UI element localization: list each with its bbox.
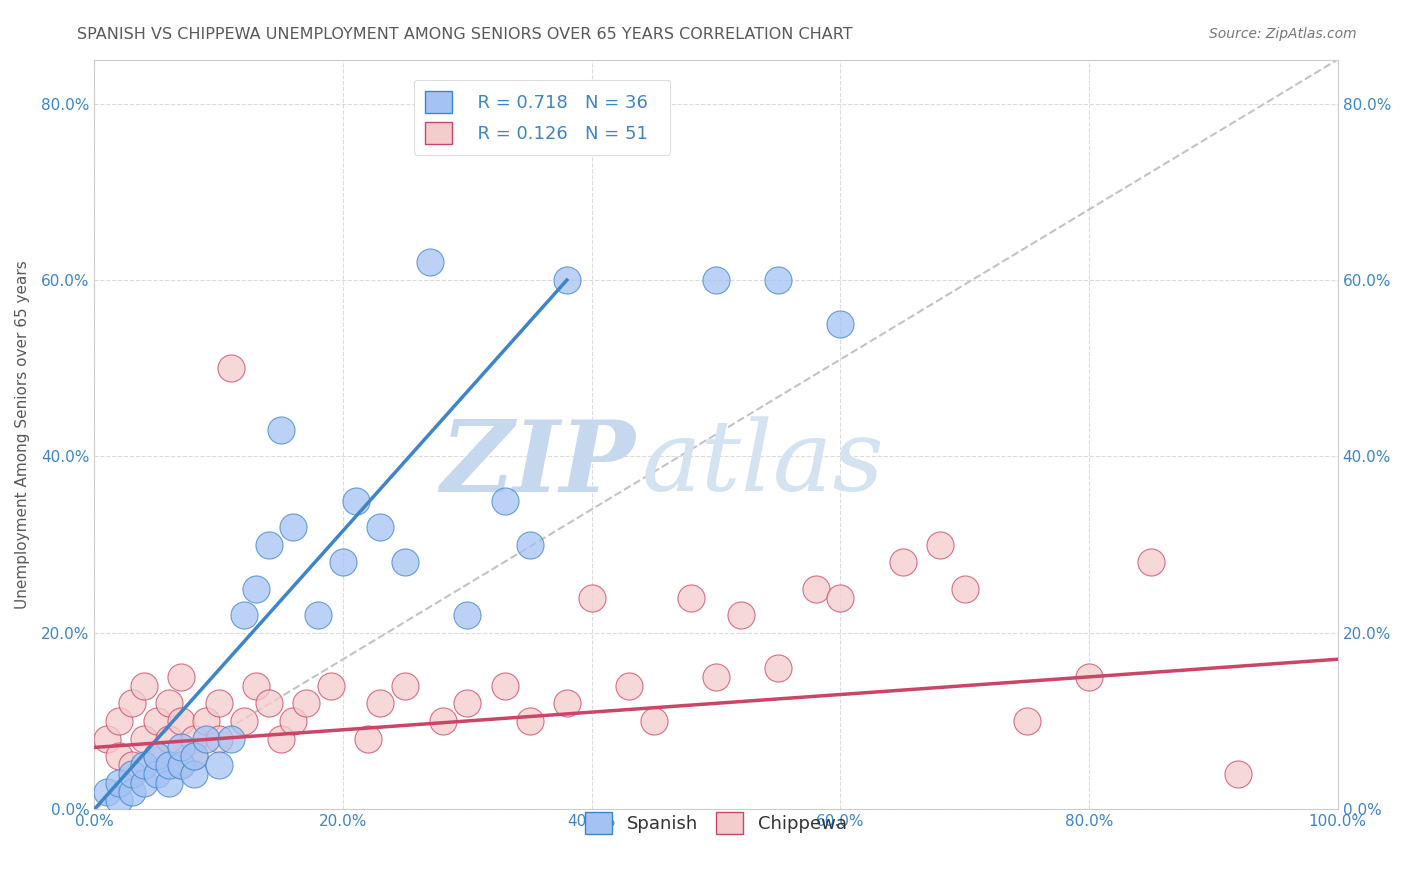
Point: [283, 714, 305, 728]
Point: [704, 273, 727, 287]
Point: [170, 758, 193, 772]
Point: [419, 255, 441, 269]
Point: [1015, 714, 1038, 728]
Point: [157, 696, 180, 710]
Point: [232, 714, 254, 728]
Point: [730, 608, 752, 623]
Point: [245, 582, 267, 596]
Point: [195, 731, 218, 746]
Point: [830, 317, 852, 331]
Point: [245, 679, 267, 693]
Point: [1227, 767, 1250, 781]
Point: [157, 758, 180, 772]
Point: [108, 793, 131, 807]
Point: [270, 731, 292, 746]
Point: [394, 555, 416, 569]
Point: [121, 758, 143, 772]
Text: Source: ZipAtlas.com: Source: ZipAtlas.com: [1209, 27, 1357, 41]
Point: [681, 591, 703, 605]
Text: atlas: atlas: [641, 417, 884, 512]
Point: [96, 784, 118, 798]
Point: [121, 767, 143, 781]
Point: [494, 679, 516, 693]
Point: [145, 767, 167, 781]
Text: SPANISH VS CHIPPEWA UNEMPLOYMENT AMONG SENIORS OVER 65 YEARS CORRELATION CHART: SPANISH VS CHIPPEWA UNEMPLOYMENT AMONG S…: [77, 27, 853, 42]
Point: [257, 696, 280, 710]
Point: [157, 731, 180, 746]
Point: [519, 538, 541, 552]
Text: ZIP: ZIP: [440, 416, 636, 513]
Point: [494, 493, 516, 508]
Point: [134, 731, 156, 746]
Point: [219, 361, 242, 376]
Point: [953, 582, 976, 596]
Point: [208, 758, 231, 772]
Point: [121, 784, 143, 798]
Point: [766, 661, 789, 675]
Point: [145, 749, 167, 764]
Point: [704, 670, 727, 684]
Point: [766, 273, 789, 287]
Point: [183, 749, 205, 764]
Point: [344, 493, 367, 508]
Point: [183, 749, 205, 764]
Point: [270, 423, 292, 437]
Point: [108, 749, 131, 764]
Point: [96, 731, 118, 746]
Point: [370, 696, 392, 710]
Point: [195, 714, 218, 728]
Point: [555, 696, 578, 710]
Point: [332, 555, 354, 569]
Point: [928, 538, 950, 552]
Point: [108, 714, 131, 728]
Point: [307, 608, 329, 623]
Point: [208, 696, 231, 710]
Point: [643, 714, 665, 728]
Point: [257, 538, 280, 552]
Point: [170, 714, 193, 728]
Point: [134, 679, 156, 693]
Point: [1140, 555, 1163, 569]
Point: [170, 740, 193, 755]
Point: [1078, 670, 1101, 684]
Point: [121, 696, 143, 710]
Point: [830, 591, 852, 605]
Point: [804, 582, 827, 596]
Point: [432, 714, 454, 728]
Point: [519, 714, 541, 728]
Point: [219, 731, 242, 746]
Legend: Spanish, Chippewa: Spanish, Chippewa: [575, 801, 858, 845]
Point: [183, 731, 205, 746]
Point: [134, 758, 156, 772]
Point: [394, 679, 416, 693]
Point: [208, 731, 231, 746]
Point: [134, 775, 156, 789]
Point: [456, 696, 478, 710]
Point: [183, 767, 205, 781]
Point: [170, 670, 193, 684]
Point: [145, 714, 167, 728]
Point: [108, 775, 131, 789]
Point: [555, 273, 578, 287]
Point: [456, 608, 478, 623]
Point: [617, 679, 640, 693]
Point: [357, 731, 380, 746]
Point: [370, 520, 392, 534]
Y-axis label: Unemployment Among Seniors over 65 years: Unemployment Among Seniors over 65 years: [15, 260, 30, 608]
Point: [283, 520, 305, 534]
Point: [891, 555, 914, 569]
Point: [157, 775, 180, 789]
Point: [170, 758, 193, 772]
Point: [581, 591, 603, 605]
Point: [295, 696, 318, 710]
Point: [319, 679, 342, 693]
Point: [232, 608, 254, 623]
Point: [145, 749, 167, 764]
